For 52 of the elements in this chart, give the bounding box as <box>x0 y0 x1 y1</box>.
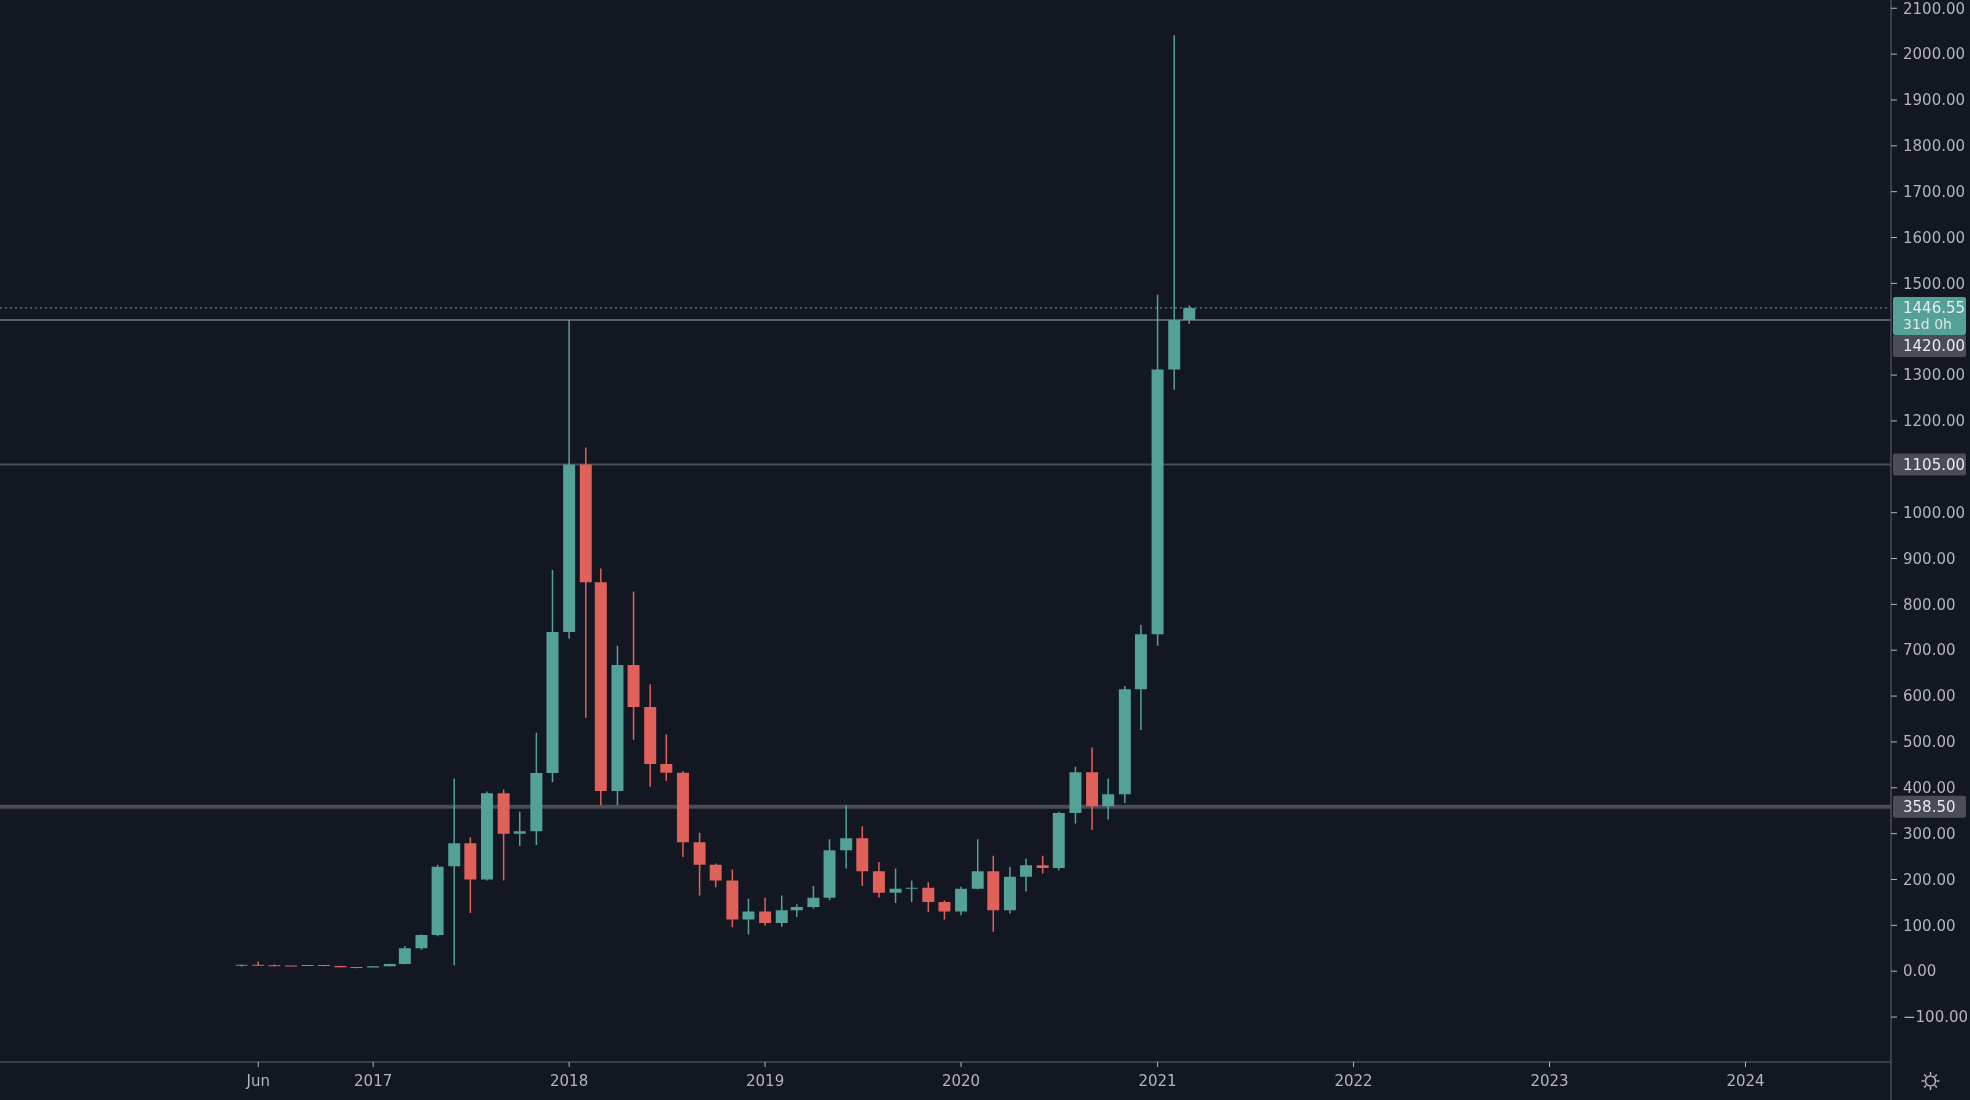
candlestick <box>872 862 885 898</box>
candlestick <box>1118 685 1131 803</box>
x-tick-label: 2023 <box>1530 1072 1569 1090</box>
candlestick <box>563 320 576 639</box>
y-tick-label: 1500.00 <box>1903 274 1966 293</box>
y-tick-label: 100.00 <box>1903 916 1956 935</box>
y-tick-label: 300.00 <box>1903 824 1956 843</box>
y-tick-label: 500.00 <box>1903 733 1956 752</box>
text: 31d 0h <box>1903 315 1952 332</box>
y-tick-label: 2000.00 <box>1903 45 1966 64</box>
candlestick <box>594 568 607 806</box>
x-tick-label: 2022 <box>1334 1072 1373 1090</box>
candlestick <box>1020 858 1033 892</box>
ref-line-label: 358.50 <box>1903 798 1956 817</box>
x-tick-label: 2021 <box>1138 1072 1177 1090</box>
y-tick-label: 800.00 <box>1903 595 1956 614</box>
ref-line-label: 1105.00 <box>1903 455 1966 474</box>
y-tick-label: −100.00 <box>1903 1008 1969 1027</box>
y-tick-label: 200.00 <box>1903 870 1956 889</box>
ref-line-label: 1446.55 <box>1903 299 1966 318</box>
y-tick-label: 1600.00 <box>1903 228 1966 247</box>
x-tick-label: Jun <box>245 1072 270 1090</box>
candlestick <box>644 684 657 787</box>
x-tick-label: 2020 <box>941 1072 981 1090</box>
candlestick <box>840 805 853 869</box>
y-tick-label: 1200.00 <box>1903 412 1966 431</box>
candlestick <box>398 945 411 965</box>
x-tick-label: 2018 <box>550 1072 589 1090</box>
y-tick-label: 1900.00 <box>1903 91 1966 110</box>
ref-line-label: 1420.00 <box>1903 337 1966 356</box>
y-tick-label: 600.00 <box>1903 687 1956 706</box>
y-tick-label: 0.00 <box>1903 962 1937 981</box>
x-tick-label: 2017 <box>354 1072 393 1090</box>
candlestick <box>759 897 772 926</box>
y-tick-label: 900.00 <box>1903 549 1956 568</box>
y-tick-label: 1800.00 <box>1903 137 1966 156</box>
candlestick <box>448 778 461 966</box>
candlestick <box>1003 867 1016 914</box>
y-tick-label: 1000.00 <box>1903 503 1966 522</box>
y-tick-label: 1300.00 <box>1903 366 1966 385</box>
y-tick-label: 1700.00 <box>1903 182 1966 201</box>
y-tick-label: 2100.00 <box>1903 0 1966 18</box>
candlestick <box>1134 625 1147 731</box>
candlestick <box>955 886 968 916</box>
x-tick-label: 2019 <box>746 1072 785 1090</box>
y-tick-label: 700.00 <box>1903 641 1956 660</box>
x-tick-label: 2024 <box>1726 1072 1765 1090</box>
candlestick <box>579 447 592 718</box>
y-tick-label: 400.00 <box>1903 779 1956 798</box>
candlestick <box>1102 778 1115 820</box>
candlestick <box>1086 747 1099 830</box>
candlestick <box>790 904 803 918</box>
